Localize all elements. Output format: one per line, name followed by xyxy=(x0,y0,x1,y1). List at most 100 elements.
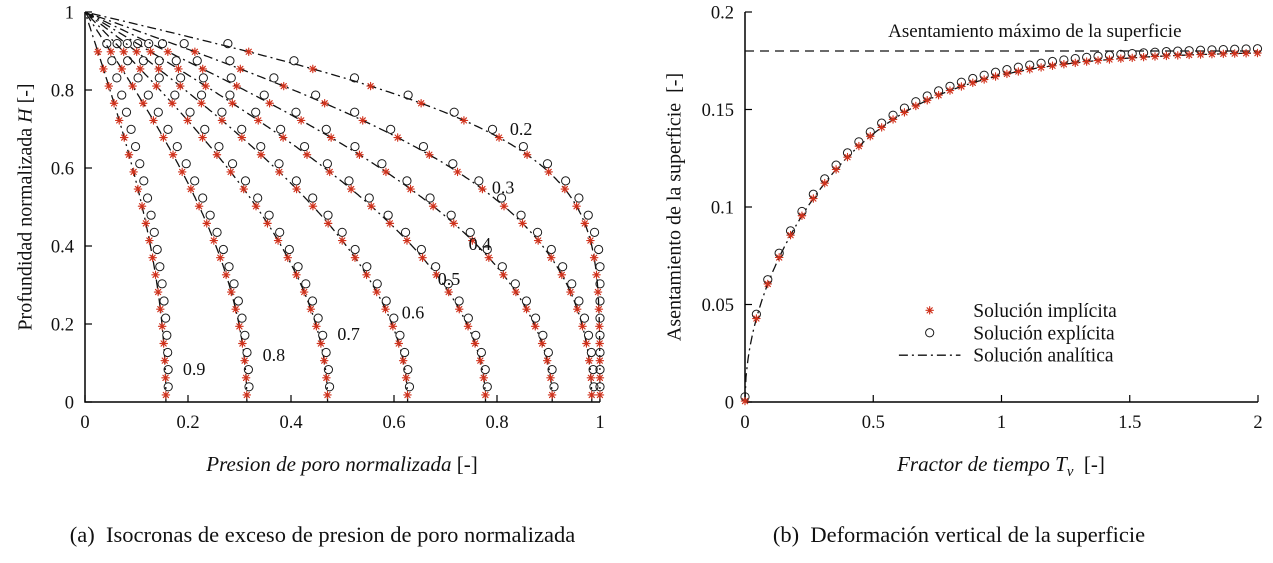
x-tick-label: 0.8 xyxy=(485,413,508,433)
implicit-asterisk-marker xyxy=(129,167,138,177)
implicit-asterisk-marker xyxy=(979,75,989,84)
explicit-circle-marker xyxy=(133,38,143,49)
implicit-asterisk-marker xyxy=(244,47,254,57)
explicit-circle-marker xyxy=(138,56,149,66)
implicit-asterisk-marker xyxy=(809,194,818,203)
explicit-circle-marker xyxy=(583,210,593,220)
implicit-asterisk-marker xyxy=(159,339,168,348)
implicit-asterisk-marker xyxy=(1139,52,1148,62)
explicit-circle-marker xyxy=(403,90,413,100)
implicit-asterisk-marker xyxy=(453,167,462,177)
implicit-asterisk-marker xyxy=(362,270,371,280)
explicit-circle-marker xyxy=(161,313,171,323)
explicit-circle-marker xyxy=(205,210,215,220)
implicit-asterisk-marker xyxy=(312,322,321,331)
explicit-circle-marker xyxy=(546,244,556,255)
implicit-asterisk-marker xyxy=(381,167,391,177)
explicit-circle-marker xyxy=(595,313,605,323)
implicit-asterisk-marker xyxy=(132,47,141,57)
explicit-circle-marker xyxy=(543,347,553,358)
implicit-asterisk-marker xyxy=(1093,56,1103,65)
yaxis-label-a-units: [-] xyxy=(14,83,37,104)
implicit-asterisk-marker xyxy=(221,270,231,280)
explicit-circle-marker xyxy=(474,176,484,186)
implicit-asterisk-marker xyxy=(346,184,356,194)
implicit-asterisk-marker xyxy=(241,373,251,383)
xaxis-label-b-main: Fractor de tiempo xyxy=(897,452,1050,476)
implicit-asterisk-marker xyxy=(454,304,464,314)
explicit-circle-marker xyxy=(214,141,224,152)
implicit-asterisk-marker xyxy=(595,339,604,348)
implicit-asterisk-marker xyxy=(557,270,567,280)
implicit-asterisk-marker xyxy=(217,116,227,125)
implicit-asterisk-marker xyxy=(299,287,309,297)
implicit-asterisk-marker xyxy=(274,167,284,177)
implicit-asterisk-marker xyxy=(877,123,886,132)
y-tick-label: 0.2 xyxy=(711,4,734,24)
explicit-circle-marker xyxy=(431,262,441,272)
implicit-asterisk-marker xyxy=(1002,69,1012,79)
implicit-asterisk-marker xyxy=(322,373,331,383)
implicit-asterisk-marker xyxy=(546,373,555,383)
implicit-asterisk-marker xyxy=(592,270,601,280)
implicit-asterisk-marker xyxy=(302,150,312,160)
implicit-asterisk-marker xyxy=(160,356,170,365)
implicit-asterisk-marker xyxy=(957,82,966,91)
explicit-circle-marker xyxy=(386,124,396,134)
explicit-circle-marker xyxy=(362,262,372,272)
implicit-asterisk-marker xyxy=(394,339,404,348)
implicit-asterisk-marker xyxy=(358,116,368,125)
implicit-asterisk-marker xyxy=(326,133,336,142)
implicit-asterisk-marker xyxy=(381,304,390,314)
implicit-asterisk-marker xyxy=(925,306,934,315)
implicit-asterisk-marker xyxy=(236,64,245,74)
implicit-asterisk-marker xyxy=(820,178,829,188)
implicit-asterisk-marker xyxy=(263,219,272,228)
implicit-asterisk-marker xyxy=(393,133,402,142)
explicit-circle-marker xyxy=(264,210,274,220)
implicit-asterisk-marker xyxy=(1082,57,1091,66)
explicit-circle-marker xyxy=(256,141,266,152)
explicit-circle-marker xyxy=(595,279,605,289)
explicit-circle-marker xyxy=(349,73,360,83)
explicit-circle-marker xyxy=(449,107,459,117)
implicit-asterisk-marker xyxy=(1207,49,1217,59)
implicit-asterisk-marker xyxy=(292,184,301,194)
implicit-asterisk-marker xyxy=(194,201,204,211)
explicit-circle-marker xyxy=(172,141,182,152)
caption-b-tag: (b) xyxy=(772,522,800,547)
implicit-asterisk-marker xyxy=(201,81,211,91)
implicit-asterisk-marker xyxy=(366,201,376,211)
explicit-circle-marker xyxy=(170,90,180,100)
implicit-asterisk-marker xyxy=(216,253,225,262)
explicit-circle-marker xyxy=(588,365,598,375)
explicit-circle-marker xyxy=(350,141,360,152)
implicit-asterisk-marker xyxy=(402,236,412,245)
explicit-circle-marker xyxy=(364,193,374,203)
implicit-asterisk-marker xyxy=(308,64,318,74)
implicit-asterisk-marker xyxy=(337,236,347,245)
explicit-circle-marker xyxy=(122,38,132,49)
x-tick-label: 2 xyxy=(1253,413,1262,433)
explicit-circle-marker xyxy=(163,365,173,375)
yaxis-label-a: Profundidad normalizada H [-] xyxy=(15,83,38,330)
implicit-asterisk-marker xyxy=(278,133,288,142)
implicit-asterisk-marker xyxy=(468,236,477,245)
implicit-asterisk-marker xyxy=(153,287,163,297)
x-tick-label: 0 xyxy=(740,413,749,433)
explicit-circle-marker xyxy=(389,313,399,323)
explicit-circle-marker xyxy=(181,159,191,169)
implicit-asterisk-marker xyxy=(1196,50,1205,59)
implicit-asterisk-marker xyxy=(494,133,504,142)
explicit-circle-marker xyxy=(395,330,405,340)
explicit-circle-marker xyxy=(344,176,354,186)
implicit-asterisk-marker xyxy=(242,390,252,400)
implicit-asterisk-marker xyxy=(256,150,266,160)
implicit-asterisk-marker xyxy=(401,373,411,383)
implicit-asterisk-marker xyxy=(154,64,163,74)
explicit-circle-marker xyxy=(311,90,321,100)
explicit-circle-marker xyxy=(496,193,507,203)
implicit-asterisk-marker xyxy=(406,184,415,194)
implicit-asterisk-marker xyxy=(511,287,521,297)
implicit-asterisk-marker xyxy=(323,390,332,400)
